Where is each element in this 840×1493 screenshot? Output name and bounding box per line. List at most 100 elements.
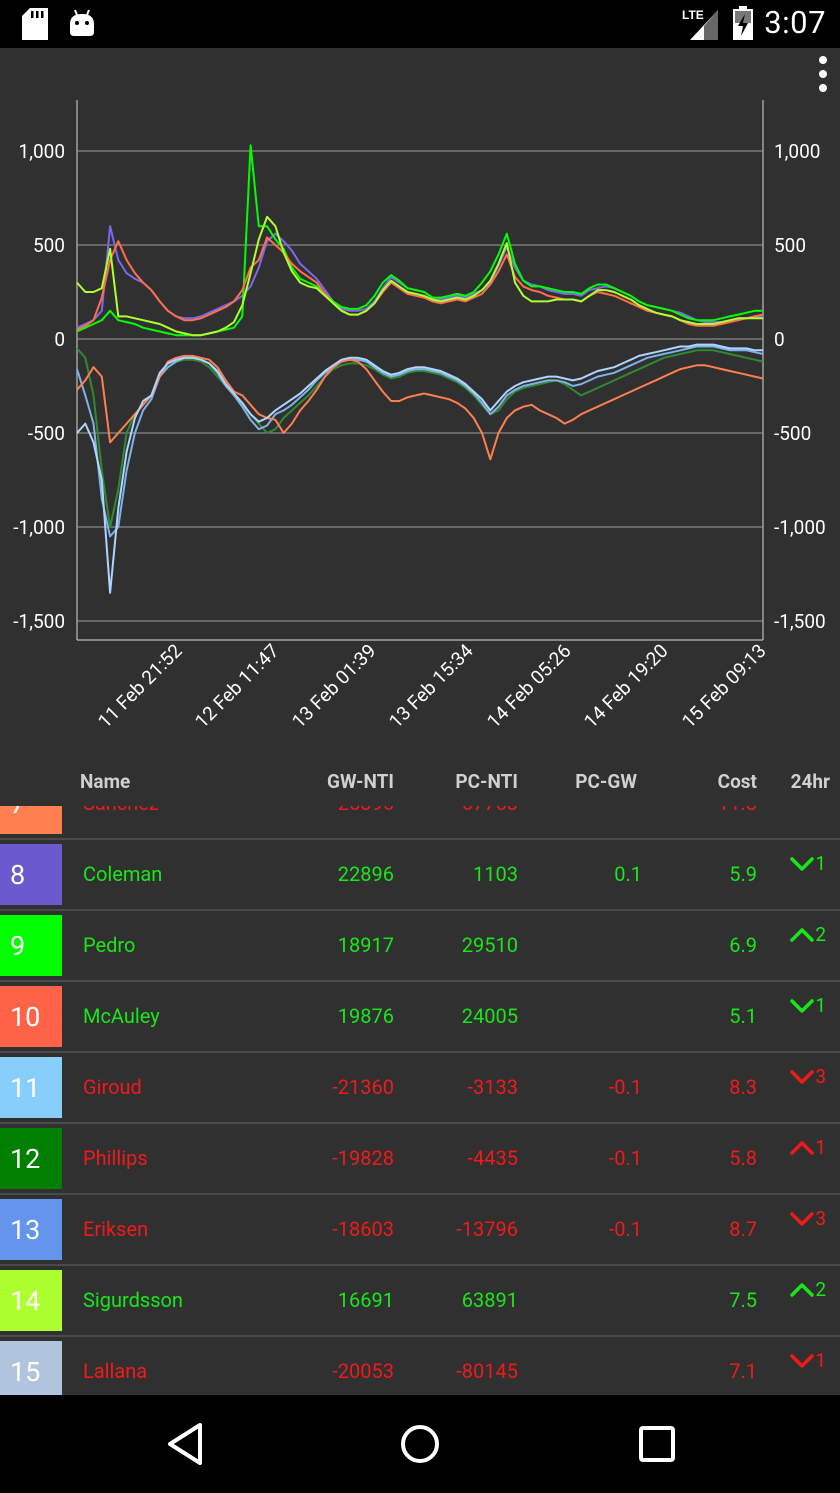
cost-value: 11.8	[718, 806, 757, 815]
x-tick-label: 12 Feb 11:47	[190, 639, 283, 732]
series-line	[76, 343, 763, 594]
table-row[interactable]: 10 McAuley 19876 24005 5.1 1	[0, 982, 840, 1053]
recents-icon[interactable]	[632, 1419, 682, 1469]
series-line	[76, 345, 764, 538]
gw-nti-value: 19876	[337, 1004, 394, 1028]
trend-indicator: 2	[790, 923, 826, 946]
trend-value: 1	[815, 852, 826, 875]
x-tick-label: 14 Feb 19:20	[579, 639, 672, 732]
pc-nti-value: -80145	[456, 1359, 518, 1383]
trend-indicator: 1	[790, 994, 826, 1017]
player-name: Giroud	[83, 1075, 142, 1099]
dot	[819, 84, 827, 92]
table-row[interactable]: 8 Coleman 22896 1103 0.1 5.9 1	[0, 840, 840, 911]
y-tick-label-right: -1,500	[774, 610, 826, 633]
gw-nti-value: -19828	[332, 1146, 394, 1170]
home-icon[interactable]	[395, 1419, 445, 1469]
overflow-menu-icon[interactable]	[816, 56, 830, 92]
series-line	[76, 354, 764, 461]
x-tick-label: 13 Feb 15:34	[384, 639, 478, 733]
pc-nti-value: 29510	[461, 933, 518, 957]
header-cost[interactable]: Cost	[717, 770, 757, 793]
player-name: Pedro	[83, 933, 136, 957]
rank-badge: 15	[0, 1341, 62, 1396]
x-tick-label: 15 Feb 09:13	[677, 639, 770, 732]
rank-badge: 11	[0, 1057, 62, 1118]
cost-value: 5.9	[729, 862, 757, 886]
y-tick-label-right: -500	[774, 422, 811, 445]
trend-value: 1	[815, 994, 826, 1017]
series-line	[76, 144, 763, 337]
rank-number: 13	[10, 1213, 41, 1246]
navigation-bar	[0, 1395, 840, 1493]
pc-nti-value: 63891	[461, 1288, 518, 1312]
trend-value: 3	[815, 1207, 826, 1230]
header-pc-gw[interactable]: PC-GW	[575, 770, 637, 793]
gw-nti-value: -18603	[332, 1217, 394, 1241]
series-line	[76, 215, 763, 337]
line-chart: 1,000 1,000 500 500 0 0 -500 -500 -1,000 -1,000 -1…	[13, 100, 826, 733]
y-tick-label-left: -500	[28, 422, 65, 445]
pc-gw-value: -0.1	[608, 1075, 642, 1099]
player-name: Phillips	[83, 1146, 148, 1170]
table-row[interactable]: 11 Giroud -21360 -3133 -0.1 8.3 3	[0, 1053, 840, 1124]
back-icon[interactable]	[160, 1419, 210, 1469]
rank-number: 10	[10, 1000, 41, 1033]
trend-value: 1	[815, 1136, 826, 1159]
pc-gw-value: 0.1	[614, 862, 642, 886]
chevron-down-icon	[790, 998, 815, 1013]
y-tick-label-right: 1,000	[774, 140, 820, 163]
rank-number: 12	[10, 1142, 41, 1175]
rank-number: 9	[10, 929, 26, 962]
y-tick-label-right: 0	[774, 328, 785, 351]
y-tick-label-left: -1,000	[13, 516, 65, 539]
rank-badge: 12	[0, 1128, 62, 1189]
header-pc-nti[interactable]: PC-NTI	[455, 770, 518, 793]
player-list[interactable]: 7Sanchez-25396-6775311.818Coleman2289611…	[0, 806, 840, 1396]
cost-value: 5.1	[729, 1004, 757, 1028]
dot	[819, 56, 827, 64]
android-icon	[70, 9, 94, 36]
table-row[interactable]: 14 Sigurdsson 16691 63891 7.5 2	[0, 1266, 840, 1337]
gw-nti-value: -21360	[332, 1075, 394, 1099]
chevron-up-icon	[790, 1282, 815, 1297]
rank-badge: 7	[0, 806, 62, 834]
trend-indicator: 1	[790, 1136, 826, 1159]
clock: 3:07	[764, 4, 826, 41]
gw-nti-value: 18917	[337, 933, 394, 957]
trend-indicator: 1	[790, 852, 826, 875]
table-row[interactable]: 7Sanchez-25396-6775311.81	[0, 806, 840, 840]
player-name: McAuley	[83, 1004, 160, 1028]
cost-value: 5.8	[729, 1146, 757, 1170]
rank-number: 15	[10, 1355, 41, 1388]
pc-nti-value: -3133	[467, 1075, 519, 1099]
dot	[819, 70, 827, 78]
chevron-down-icon	[790, 1353, 815, 1368]
series-line	[76, 236, 764, 331]
y-tick-label-left: 1,000	[19, 140, 65, 163]
table-row[interactable]: 12 Phillips -19828 -4435 -0.1 5.8 1	[0, 1124, 840, 1195]
pc-gw-value: -0.1	[608, 1217, 642, 1241]
header-24hr[interactable]: 24hr	[790, 770, 830, 793]
player-name: Lallana	[83, 1359, 148, 1383]
gw-nti-value: 16691	[337, 1288, 394, 1312]
rank-number: 14	[10, 1284, 41, 1317]
table-row[interactable]: 13 Eriksen -18603 -13796 -0.1 8.7 3	[0, 1195, 840, 1266]
chevron-up-icon	[790, 927, 815, 942]
gw-nti-value: 22896	[337, 862, 394, 886]
cost-value: 8.3	[729, 1075, 757, 1099]
table-row[interactable]: 15 Lallana -20053 -80145 7.1 1	[0, 1337, 840, 1396]
rank-badge: 9	[0, 915, 62, 976]
chart-series	[76, 144, 764, 594]
pc-nti-value: 24005	[461, 1004, 518, 1028]
x-tick-label: 14 Feb 05:26	[482, 639, 575, 732]
chevron-down-icon	[790, 856, 815, 871]
gw-nti-value: -20053	[332, 1359, 394, 1383]
rank-badge: 10	[0, 986, 62, 1047]
chevron-up-icon	[790, 1140, 815, 1155]
header-name[interactable]: Name	[80, 770, 131, 793]
header-gw-nti[interactable]: GW-NTI	[327, 770, 394, 793]
rank-number: 8	[10, 858, 26, 891]
table-row[interactable]: 9 Pedro 18917 29510 6.9 2	[0, 911, 840, 982]
